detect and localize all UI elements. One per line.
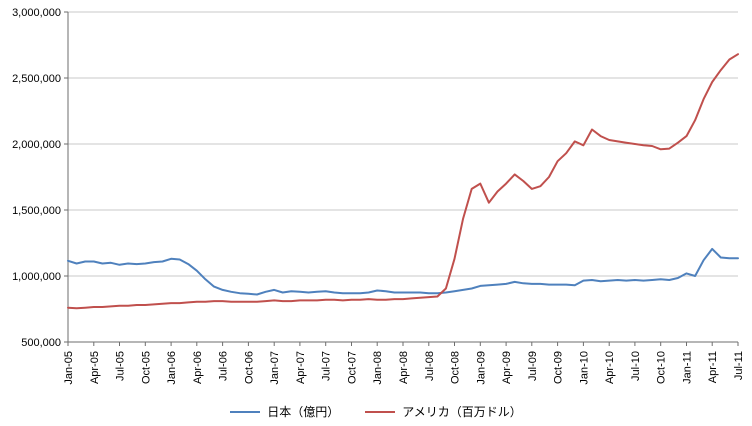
svg-text:Apr-08: Apr-08 — [398, 351, 410, 384]
legend-item-usa: アメリカ（百万ドル） — [365, 403, 522, 420]
svg-text:1,000,000: 1,000,000 — [12, 271, 61, 283]
series-line-0 — [67, 247, 739, 296]
svg-text:Jan-06: Jan-06 — [166, 351, 178, 385]
svg-text:Jul-06: Jul-06 — [218, 351, 230, 381]
svg-text:Oct-08: Oct-08 — [450, 351, 462, 384]
svg-text:Apr-11: Apr-11 — [707, 351, 719, 383]
svg-text:Apr-05: Apr-05 — [89, 351, 101, 384]
svg-text:500,000: 500,000 — [21, 337, 61, 349]
svg-text:Jan-09: Jan-09 — [475, 351, 487, 385]
svg-text:Jul-08: Jul-08 — [424, 351, 436, 381]
svg-text:Apr-09: Apr-09 — [501, 351, 513, 384]
svg-text:Oct-07: Oct-07 — [347, 351, 359, 384]
legend-item-japan: 日本（億円） — [230, 403, 339, 420]
legend: 日本（億円） アメリカ（百万ドル） — [0, 403, 752, 420]
svg-text:Oct-05: Oct-05 — [140, 351, 152, 384]
svg-text:Jul-05: Jul-05 — [115, 351, 127, 381]
series-line-1 — [67, 53, 739, 310]
svg-text:Apr-06: Apr-06 — [192, 351, 204, 384]
legend-line-japan-icon — [230, 410, 261, 413]
svg-text:Jan-08: Jan-08 — [372, 351, 384, 385]
svg-text:Jul-09: Jul-09 — [527, 351, 539, 381]
legend-line-usa-icon — [365, 410, 396, 413]
svg-text:Oct-06: Oct-06 — [243, 351, 255, 384]
svg-text:Jul-11: Jul-11 — [733, 351, 745, 380]
svg-text:Jul-07: Jul-07 — [321, 351, 333, 381]
svg-text:Oct-10: Oct-10 — [656, 351, 668, 384]
svg-text:3,000,000: 3,000,000 — [12, 7, 61, 19]
svg-text:Jan-10: Jan-10 — [578, 351, 590, 385]
svg-text:Jan-05: Jan-05 — [63, 351, 75, 385]
svg-text:2,000,000: 2,000,000 — [12, 139, 61, 151]
svg-text:1,500,000: 1,500,000 — [12, 205, 61, 217]
legend-label-usa: アメリカ（百万ドル） — [402, 405, 522, 419]
svg-text:Jan-11: Jan-11 — [682, 351, 694, 384]
x-axis-labels: Jan-05 Apr-05 Jul-05 Oct-05 Jan-06 Apr-06 Jul-… — [63, 342, 745, 385]
svg-text:2,500,000: 2,500,000 — [12, 73, 61, 85]
svg-text:Jan-07: Jan-07 — [269, 351, 281, 385]
gridlines — [68, 11, 738, 277]
svg-text:Apr-07: Apr-07 — [295, 351, 307, 384]
svg-text:Jul-10: Jul-10 — [630, 351, 642, 381]
y-axis-labels: 500,000 1,000,000 1,500,000 2,000,000 2,500,… — [12, 7, 68, 349]
svg-text:Apr-10: Apr-10 — [604, 351, 616, 384]
svg-text:Oct-09: Oct-09 — [553, 351, 565, 384]
legend-label-japan: 日本（億円） — [267, 405, 340, 419]
